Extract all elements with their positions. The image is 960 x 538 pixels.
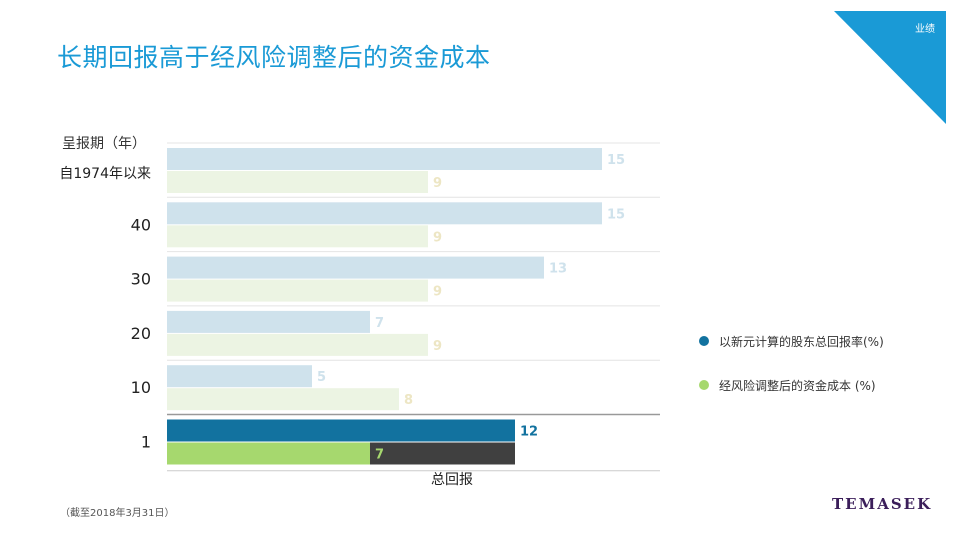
category-label: 1 [141,433,151,452]
bar-cost [167,225,428,248]
data-label-cost: 7 [375,448,384,463]
footnote: （截至2018年3月31日） [60,508,175,519]
legend-item-cost: 经风险调整后的资金成本 (%) [699,376,884,394]
bar-cost [167,388,399,411]
category-label: 10 [131,378,151,397]
bar-return [167,419,515,442]
bar-return-remainder [370,442,515,465]
bar-return [167,310,370,333]
data-label-cost: 9 [433,230,442,245]
bar-return [167,202,602,225]
category-label: 20 [131,324,151,343]
data-label-return: 15 [607,153,625,168]
corner-triangle [834,11,946,124]
data-label-return: 5 [317,370,326,385]
data-label-return: 7 [375,316,384,331]
legend-label-cost: 经风险调整后的资金成本 (%) [719,378,876,393]
legend-swatch-cost [699,380,709,390]
legend-label-return: 以新元计算的股东总回报率(%) [719,334,884,349]
bar-cost [167,333,428,356]
category-label: 30 [131,270,151,289]
temasek-logo: TEMASEK [832,495,933,513]
bar-cost [167,279,428,302]
bar-cost [167,442,370,465]
data-label-cost: 9 [433,176,442,191]
bar-return [167,148,602,170]
bar-cost [167,171,428,193]
bar-return [167,256,544,279]
page-title: 长期回报高于经风险调整后的资金成本 [57,43,491,72]
data-label-return: 12 [520,425,538,440]
data-label-cost: 9 [433,285,442,300]
bar-return [167,365,312,388]
y-axis-header: 呈报期（年） [62,136,146,152]
category-label: 40 [131,215,151,234]
legend: 以新元计算的股东总回报率(%) 经风险调整后的资金成本 (%) [699,332,884,420]
data-label-return: 13 [549,262,567,277]
x-axis-label: 总回报 [431,472,473,488]
category-label: 自1974年以来 [59,166,151,182]
legend-item-return: 以新元计算的股东总回报率(%) [699,332,884,350]
data-label-cost: 8 [404,393,413,408]
corner-tab [834,11,946,124]
section-label: 业绩 [915,24,935,35]
data-label-cost: 9 [433,339,442,354]
data-label-return: 15 [607,207,625,222]
legend-swatch-return [699,336,709,346]
